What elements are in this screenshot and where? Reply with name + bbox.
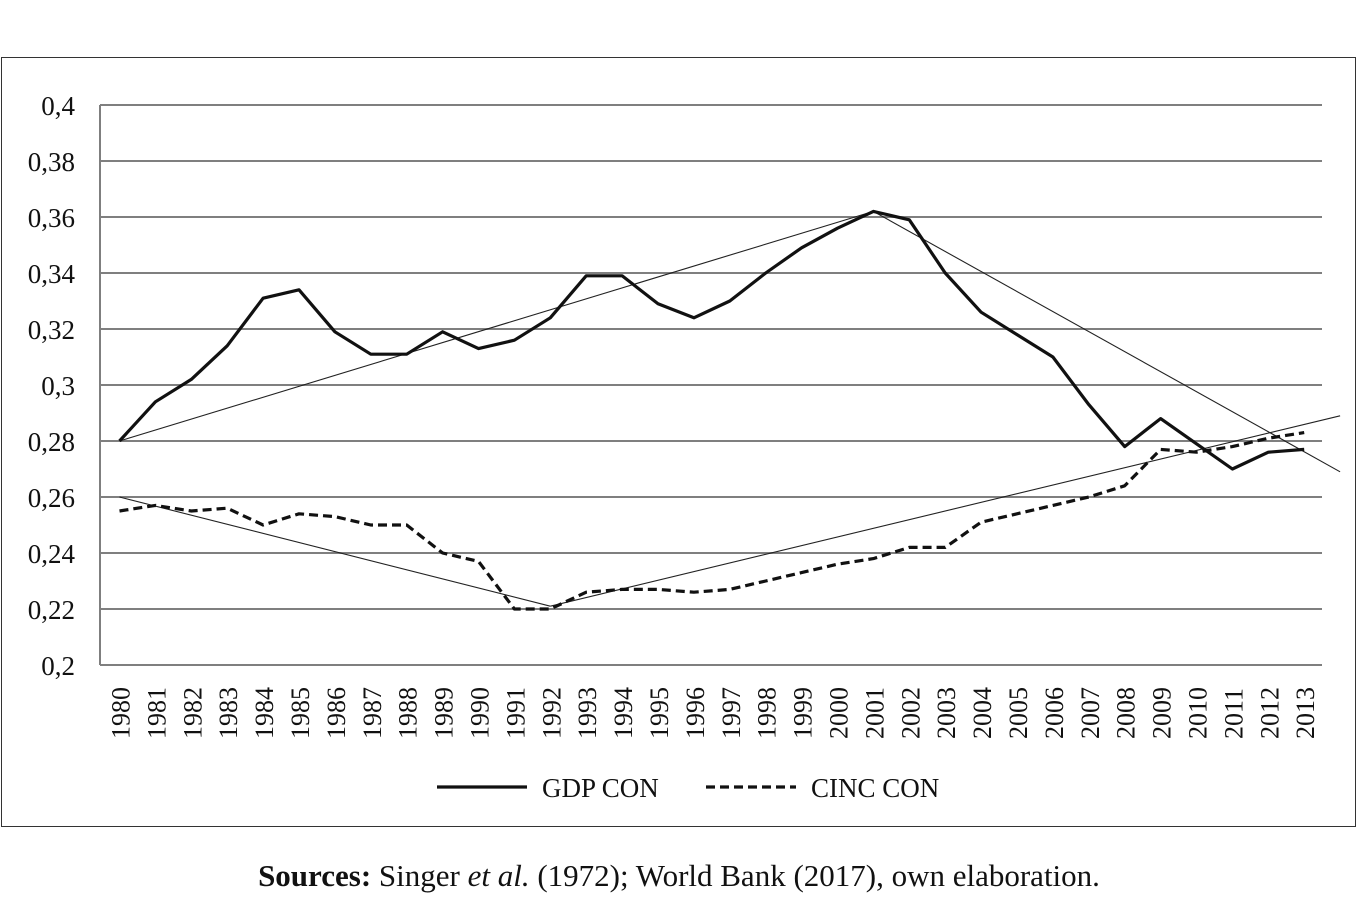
x-tick-label: 2010 [1184, 687, 1213, 739]
sources-caption: Sources: Singer et al. (1972); World Ban… [0, 858, 1358, 894]
x-tick-label: 1989 [430, 687, 459, 739]
x-tick-label: 2006 [1040, 687, 1069, 739]
x-tick-label: 2004 [968, 687, 997, 739]
caption-pre: Singer [371, 858, 468, 893]
x-tick-label: 1994 [609, 687, 638, 739]
x-tick-label: 1997 [717, 687, 746, 739]
trend-line [550, 415, 1341, 607]
caption-label: Sources: [258, 858, 372, 893]
x-tick-label: 1992 [537, 687, 566, 739]
x-tick-label: 2012 [1255, 687, 1284, 739]
x-tick-label: 2005 [1004, 687, 1033, 739]
y-tick-label: 0,28 [28, 427, 75, 457]
x-tick-label: 1995 [645, 687, 674, 739]
x-tick-label: 1984 [250, 687, 279, 739]
y-tick-label: 0,32 [28, 315, 75, 345]
trend-line [119, 210, 874, 442]
caption-post: (1972); World Bank (2017), own elaborati… [529, 858, 1100, 893]
y-tick-label: 0,34 [28, 259, 76, 289]
x-tick-label: 1983 [214, 687, 243, 739]
y-tick-label: 0,3 [41, 371, 75, 401]
x-tick-label: 1988 [394, 687, 423, 739]
x-tick-label: 1998 [753, 687, 782, 739]
x-tick-label: 1991 [501, 687, 530, 739]
legend-label: GDP CON [542, 773, 659, 803]
y-tick-label: 0,22 [28, 595, 75, 625]
caption-italic: et al. [467, 858, 530, 893]
x-tick-label: 1987 [358, 687, 387, 739]
trend-line [119, 496, 551, 607]
x-tick-label: 1990 [466, 687, 495, 739]
x-tick-label: 1996 [681, 687, 710, 739]
x-tick-label: 1980 [107, 687, 136, 739]
trend-line [873, 210, 1341, 473]
y-tick-label: 0,38 [28, 147, 75, 177]
x-tick-label: 2011 [1219, 688, 1248, 739]
x-tick-label: 2009 [1148, 687, 1177, 739]
x-tick-label: 2007 [1076, 687, 1105, 739]
x-tick-label: 2003 [932, 687, 961, 739]
x-tick-label: 1981 [142, 687, 171, 739]
series-line-cinc-con [119, 431, 1305, 611]
y-tick-label: 0,36 [28, 203, 75, 233]
y-tick-label: 0,4 [41, 91, 75, 121]
x-tick-label: 2013 [1291, 687, 1320, 739]
y-tick-label: 0,24 [28, 539, 76, 569]
chart-frame [1, 57, 1356, 827]
x-tick-label: 2008 [1112, 687, 1141, 739]
x-tick-label: 1999 [789, 687, 818, 739]
legend-label: CINC CON [811, 773, 939, 803]
series-line-gdp-con [118, 209, 1305, 471]
y-tick-label: 0,2 [41, 651, 75, 681]
y-tick-label: 0,26 [28, 483, 75, 513]
x-tick-label: 2001 [860, 687, 889, 739]
x-tick-label: 1986 [322, 687, 351, 739]
x-tick-label: 1982 [178, 687, 207, 739]
x-tick-label: 2002 [896, 687, 925, 739]
x-tick-label: 2000 [825, 687, 854, 739]
x-tick-label: 1993 [573, 687, 602, 739]
x-tick-label: 1985 [286, 687, 315, 739]
